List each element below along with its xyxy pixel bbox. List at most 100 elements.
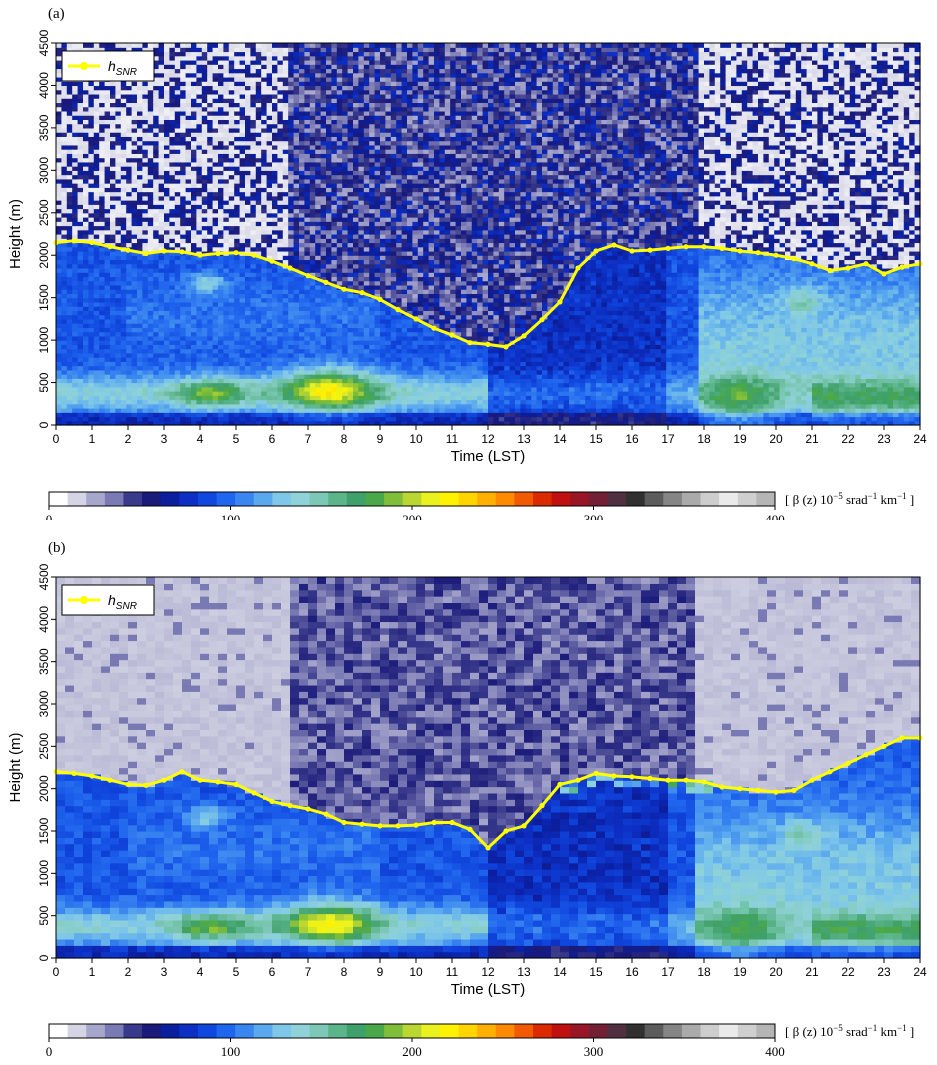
heatmap-cell	[309, 420, 316, 426]
heatmap-cell	[299, 161, 305, 167]
heatmap-cell	[315, 395, 322, 401]
heatmap-cell	[218, 361, 224, 367]
heatmap-cell	[347, 178, 354, 184]
heatmap-cell	[218, 200, 224, 205]
heatmap-cell	[272, 47, 278, 53]
heatmap-cell	[353, 276, 359, 282]
heatmap-cell	[299, 208, 305, 214]
heatmap-cell	[126, 327, 133, 333]
heatmap-cell	[293, 102, 300, 108]
heatmap-cell	[115, 242, 122, 248]
heatmap-cell	[93, 365, 100, 371]
heatmap-cell	[115, 250, 122, 256]
heatmap-cell	[93, 314, 100, 320]
heatmap-cell	[331, 166, 338, 171]
heatmap-cell	[147, 212, 154, 218]
heatmap-cell	[282, 221, 289, 227]
heatmap-cell	[185, 81, 192, 87]
heatmap-cell	[212, 208, 219, 214]
heatmap-cell	[83, 98, 89, 104]
heatmap-cell	[137, 225, 143, 231]
heatmap-cell	[56, 348, 62, 354]
heatmap-cell	[120, 170, 127, 176]
heatmap-cell	[326, 119, 332, 125]
heatmap-cell	[164, 352, 170, 358]
heatmap-cell	[288, 412, 295, 418]
heatmap-cell	[93, 217, 100, 222]
heatmap-cell	[266, 102, 273, 108]
heatmap-cell	[147, 221, 154, 227]
heatmap-cell	[153, 386, 160, 392]
heatmap-cell	[110, 395, 116, 401]
heatmap-cell	[288, 289, 295, 295]
heatmap-cell	[83, 357, 89, 362]
heatmap-cell	[336, 403, 343, 409]
heatmap-cell	[315, 280, 322, 286]
heatmap-cell	[201, 331, 208, 337]
heatmap-cell	[72, 318, 79, 324]
heatmap-cell	[304, 229, 311, 235]
heatmap-cell	[169, 43, 176, 48]
heatmap-cell	[309, 106, 316, 112]
heatmap-cell	[304, 212, 311, 218]
heatmap-cell	[218, 403, 224, 409]
heatmap-cell	[277, 72, 284, 78]
heatmap-cell	[201, 272, 208, 278]
heatmap-cell	[88, 340, 95, 345]
heatmap-cell	[147, 208, 154, 214]
heatmap-cell	[331, 229, 338, 235]
heatmap-cell	[147, 293, 154, 299]
heatmap-cell	[320, 361, 327, 367]
heatmap-cell	[207, 208, 214, 214]
heatmap-cell	[83, 93, 89, 99]
heatmap-cell	[164, 55, 170, 61]
heatmap-cell	[342, 200, 349, 205]
heatmap-cell	[174, 267, 181, 273]
heatmap-cell	[234, 267, 241, 273]
heatmap-cell	[115, 183, 122, 188]
heatmap-cell	[120, 289, 127, 295]
heatmap-cell	[212, 136, 219, 142]
heatmap-cell	[282, 123, 289, 129]
heatmap-cell	[207, 369, 214, 375]
heatmap-cell	[207, 140, 214, 146]
heatmap-cell	[234, 242, 241, 248]
heatmap-cell	[245, 284, 251, 290]
heatmap-cell	[66, 348, 73, 354]
heatmap-cell	[93, 238, 100, 244]
heatmap-cell	[201, 98, 208, 104]
heatmap-cell	[169, 344, 176, 350]
heatmap-cell	[234, 43, 241, 48]
heatmap-cell	[88, 408, 95, 413]
heatmap-cell	[174, 408, 181, 413]
heatmap-cell	[223, 267, 230, 273]
heatmap-cell	[196, 212, 203, 218]
heatmap-cell	[223, 229, 230, 235]
heatmap-cell	[245, 272, 251, 278]
heatmap-cell	[169, 110, 176, 116]
heatmap-cell	[99, 318, 106, 324]
heatmap-cell	[180, 153, 187, 159]
heatmap-cell	[93, 416, 100, 422]
heatmap-cell	[158, 352, 165, 358]
heatmap-cell	[277, 238, 284, 244]
heatmap-cell	[131, 123, 138, 129]
heatmap-cell	[347, 293, 354, 299]
heatmap-cell	[309, 301, 316, 307]
heatmap-cell	[93, 408, 100, 413]
heatmap-cell	[277, 399, 284, 405]
heatmap-cell	[277, 323, 284, 328]
heatmap-cell	[309, 102, 316, 108]
heatmap-cell	[234, 412, 241, 418]
heatmap-cell	[207, 144, 214, 150]
heatmap-cell	[196, 208, 203, 214]
heatmap-cell	[126, 412, 133, 418]
heatmap-cell	[83, 161, 89, 167]
heatmap-cell	[196, 195, 203, 201]
heatmap-cell	[326, 408, 332, 413]
heatmap-cell	[153, 420, 160, 426]
heatmap-cell	[180, 365, 187, 371]
heatmap-cell	[336, 374, 343, 379]
heatmap-cell	[212, 170, 219, 176]
heatmap-cell	[320, 408, 327, 413]
